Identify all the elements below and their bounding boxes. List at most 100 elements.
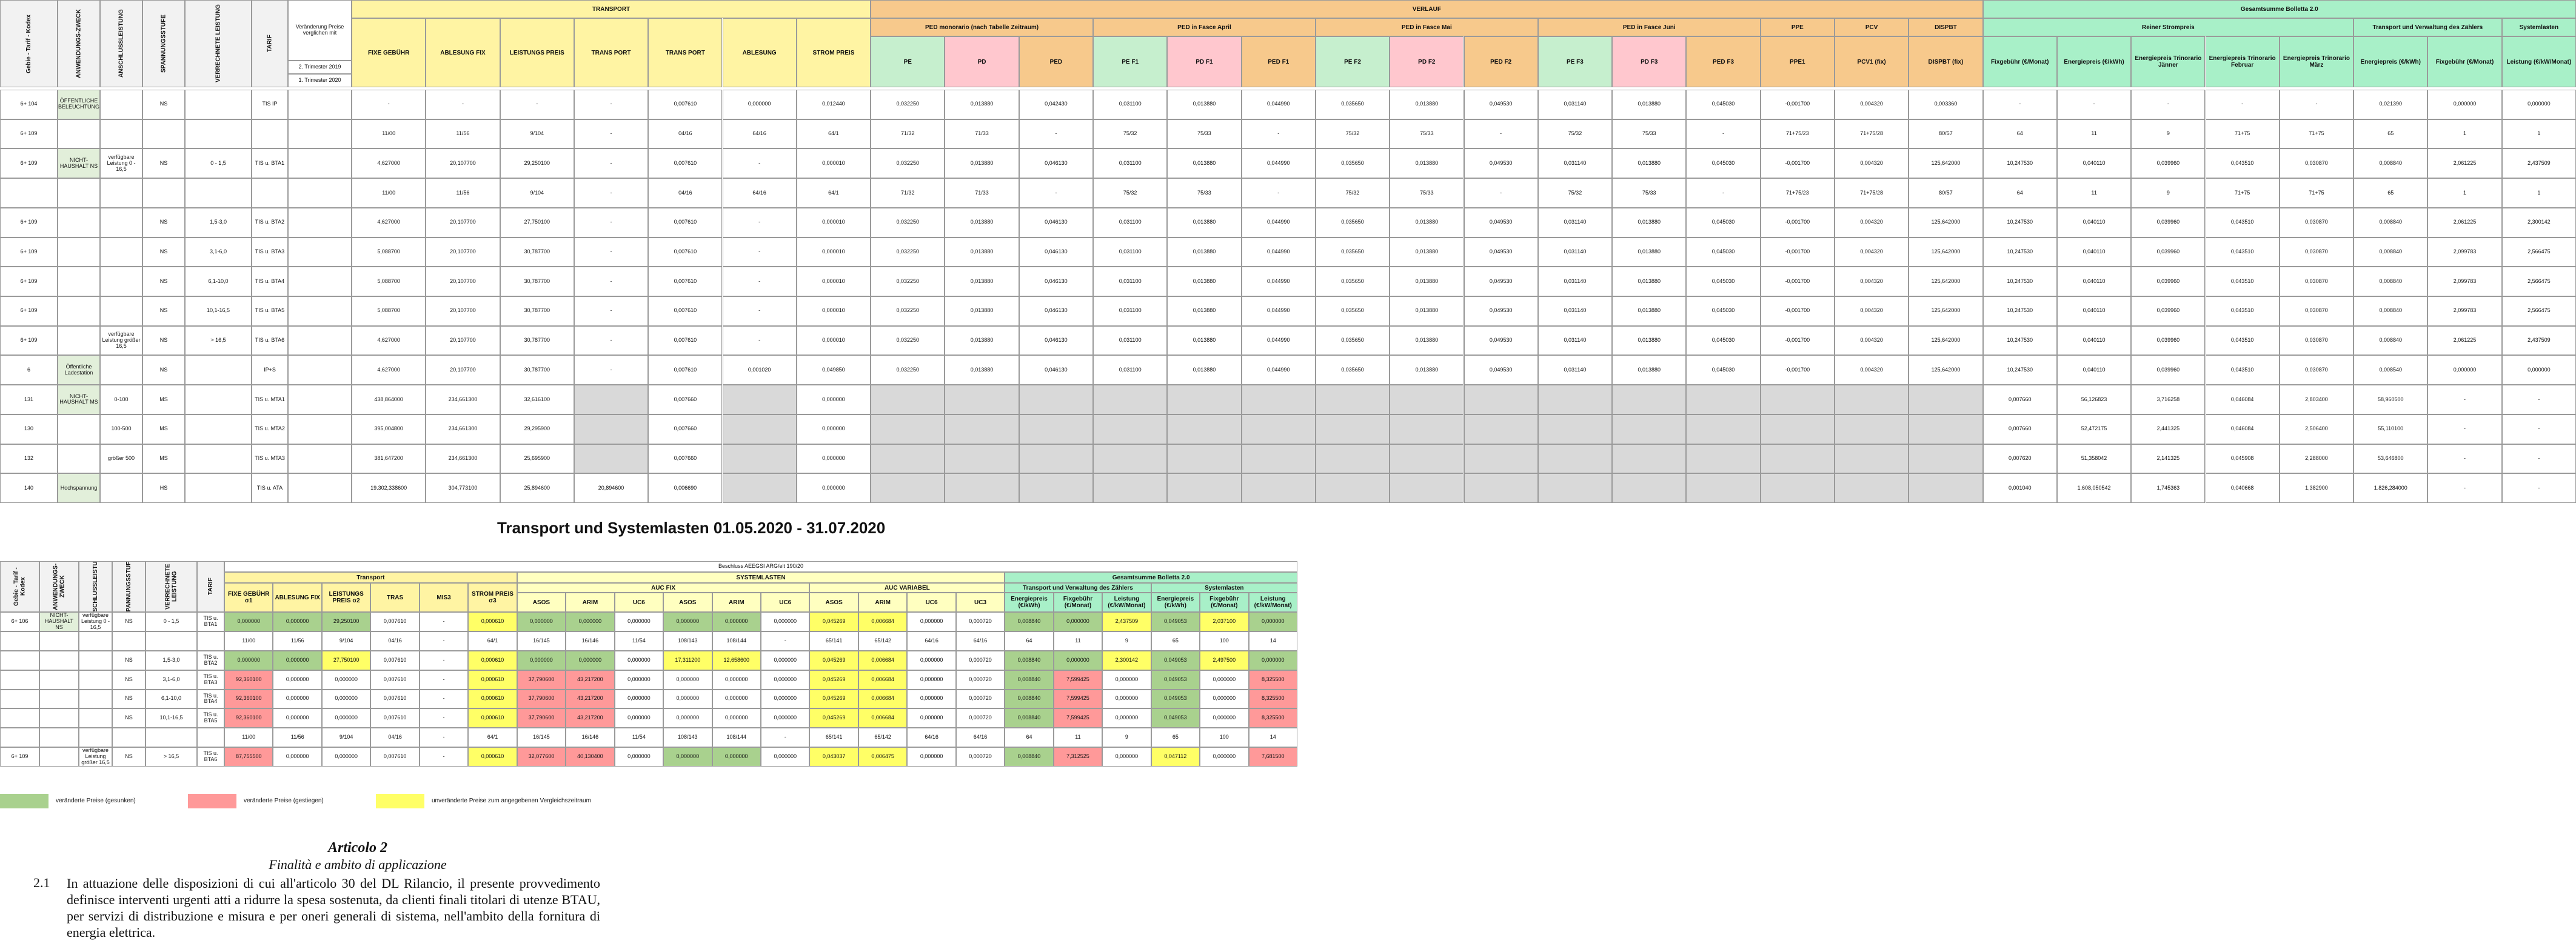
column-header: Energiepreis (€/kWh) — [1151, 593, 1200, 612]
value-cell: 4,627000 — [352, 355, 426, 385]
value-cell: 0,000720 — [955, 689, 1005, 709]
key-cell: 6+ 109 — [0, 296, 58, 326]
column-header: Leistung (€/kW/Monat) — [2501, 36, 2576, 87]
value-cell: 0,000000 — [1102, 689, 1151, 709]
value-cell: 0,000000 — [614, 670, 664, 690]
key-cell: Öffentliche Ladestation — [58, 355, 100, 385]
value-cell: 108/144 — [712, 631, 761, 651]
compare-cell — [288, 355, 352, 385]
key-cell: 6+ 109 — [0, 148, 58, 179]
column-header: PPE1 — [1760, 36, 1835, 87]
value-cell: 0,000000 — [1248, 650, 1297, 670]
value-cell: 64/16 — [907, 631, 956, 651]
column-header: Energiepreis (€/kWh) — [2354, 36, 2428, 87]
key-cell: ÖFFENTLICHE BELEUCHTUNG — [58, 90, 100, 119]
value-cell: 0,000000 — [761, 708, 810, 728]
key-cell — [146, 631, 197, 651]
value-cell: 0,045030 — [1686, 207, 1761, 238]
value-cell: 14 — [1248, 728, 1297, 748]
value-cell: 2,566475 — [2501, 267, 2576, 296]
value-cell: 0,013880 — [1390, 355, 1464, 385]
value-cell: 11/00 — [224, 631, 273, 651]
key-column-header: ANWENDUNGS-ZWECK — [58, 0, 100, 87]
key-cell: TIS u. BTA3 — [197, 670, 224, 690]
key-cell: 10,1-16,5 — [146, 708, 197, 728]
key-cell: NS — [142, 90, 185, 119]
value-cell: 0,013880 — [1612, 296, 1687, 326]
value-cell: -0,001700 — [1760, 148, 1835, 179]
group-header: TRANSPORT — [352, 0, 871, 18]
value-cell: 0,000000 — [712, 670, 761, 690]
key-cell — [39, 689, 79, 709]
value-cell: 234,661300 — [426, 414, 500, 444]
key-cell: NS — [142, 267, 185, 296]
value-cell: 29,250100 — [500, 148, 574, 179]
value-cell — [1464, 473, 1538, 503]
value-cell — [1093, 414, 1168, 444]
key-cell: NS — [112, 689, 146, 709]
value-cell: 71/32 — [871, 178, 945, 208]
value-cell: 0,008840 — [1005, 747, 1054, 767]
value-cell: 0,007610 — [370, 650, 420, 670]
column-header: ASOS — [663, 593, 712, 612]
key-cell — [58, 325, 100, 356]
legend-swatch — [0, 794, 49, 808]
value-cell: 0,046130 — [1019, 355, 1093, 385]
value-cell: 1,745363 — [2131, 473, 2206, 503]
value-cell — [1019, 414, 1093, 444]
value-cell: 0,000720 — [955, 650, 1005, 670]
value-cell: 2,099783 — [2427, 267, 2502, 296]
value-cell: 2,288000 — [2279, 444, 2354, 474]
value-cell: 30,787700 — [500, 355, 574, 385]
value-cell: 0,013880 — [1390, 267, 1464, 296]
key-cell — [142, 178, 185, 208]
subgroup-header: PED monorario (nach Tabelle Zeitraum) — [871, 18, 1093, 36]
value-cell: 0,000000 — [1248, 612, 1297, 631]
value-cell: 0,000000 — [2501, 90, 2576, 119]
value-cell: 0,049530 — [1464, 267, 1538, 296]
value-cell: 0,045269 — [809, 689, 858, 709]
value-cell: 0,045030 — [1686, 296, 1761, 326]
key-cell: TIS u. BTA1 — [197, 612, 224, 631]
value-cell: 0,013880 — [1612, 237, 1687, 267]
key-cell — [185, 119, 252, 149]
value-cell — [1464, 385, 1538, 414]
value-cell: 0,046130 — [1019, 148, 1093, 179]
value-cell: 29,250100 — [321, 612, 371, 631]
value-cell: 0,000000 — [907, 747, 956, 767]
value-cell: - — [419, 670, 469, 690]
key-cell — [185, 473, 252, 503]
value-cell: 0,007660 — [648, 414, 723, 444]
value-cell: 0,000000 — [907, 612, 956, 631]
value-cell: 37,790600 — [517, 708, 566, 728]
key-cell: NS — [142, 296, 185, 326]
compare-cell — [288, 385, 352, 414]
value-cell: 27,750100 — [500, 207, 574, 238]
value-cell: - — [574, 148, 649, 179]
value-cell: 9/104 — [321, 728, 371, 748]
key-cell: 1,5-3,0 — [146, 650, 197, 670]
value-cell: 2,061225 — [2427, 325, 2502, 356]
value-cell: 0,046084 — [2205, 414, 2280, 444]
key-cell — [185, 355, 252, 385]
column-header: Fixgebühr (€/Monat) — [1053, 593, 1103, 612]
key-cell: 3,1-6,0 — [146, 670, 197, 690]
key-cell — [0, 650, 39, 670]
value-cell: 0,013880 — [1612, 148, 1687, 179]
value-cell: 0,013880 — [1390, 296, 1464, 326]
value-cell: 11/56 — [273, 631, 322, 651]
value-cell: 0,013880 — [1167, 355, 1242, 385]
value-cell: 0,008840 — [1005, 650, 1054, 670]
value-cell: - — [2501, 385, 2576, 414]
value-cell: - — [2427, 473, 2502, 503]
key-cell: NS — [142, 207, 185, 238]
value-cell: 20,107700 — [426, 325, 500, 356]
value-cell: 71+75/23 — [1760, 178, 1835, 208]
value-cell: -0,001700 — [1760, 296, 1835, 326]
value-cell: 40,130400 — [566, 747, 615, 767]
key-column-header: ANSCHLUSSLEISTUNG — [100, 0, 142, 87]
value-cell: 0,045269 — [809, 612, 858, 631]
value-cell: 0,046130 — [1019, 267, 1093, 296]
value-cell: 1 — [2427, 178, 2502, 208]
key-cell: TIS u. BTA3 — [252, 237, 288, 267]
